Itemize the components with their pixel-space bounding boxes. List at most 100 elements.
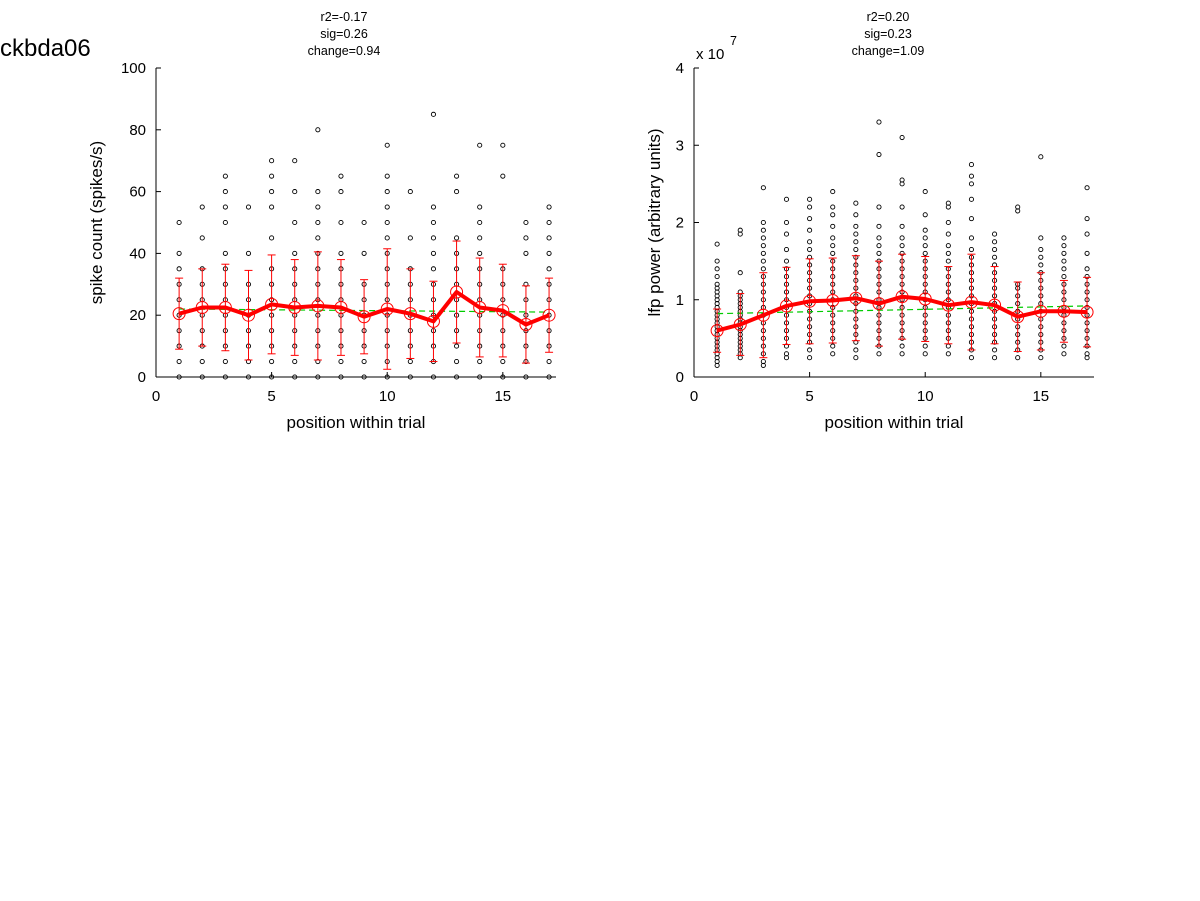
data-point [1015,204,1021,210]
data-point [968,355,975,361]
data-point [338,250,344,256]
data-point [783,246,790,253]
data-point [807,204,813,210]
data-point [783,219,790,226]
data-point [315,219,321,226]
data-point [338,374,344,380]
data-point [430,204,437,210]
data-point [1038,235,1044,241]
data-point [199,374,205,380]
x-tick-label: 15 [1032,388,1049,405]
data-point [876,119,882,125]
data-point [945,250,951,256]
data-point [361,374,367,380]
data-point [992,246,998,253]
y-exponent-superscript: 7 [730,34,737,48]
stat-line: change=1.09 [852,44,925,58]
x-tick-label: 10 [379,388,396,405]
data-point [523,235,529,241]
y-tick-label: 80 [129,122,146,139]
data-point [714,266,720,272]
data-point [945,258,951,264]
data-point [384,219,390,226]
data-point [222,219,228,226]
data-point [269,374,275,380]
data-point [1061,243,1067,249]
data-point [1061,351,1067,357]
data-point [1061,250,1067,256]
mean-marker [872,297,886,311]
chart-panel-spike-count: r2=-0.17 sig=0.26 change=0.94 0 5 10 15 0 20 40 60… [87,10,556,432]
data-point [361,250,367,256]
data-point [737,227,743,233]
mean-marker [988,298,1002,312]
data-point [1084,185,1090,191]
data-point [430,374,437,380]
data-point [477,235,483,241]
data-point [292,358,298,365]
x-tick-label: 0 [690,388,698,405]
mean-marker [334,300,348,314]
data-point [760,227,766,233]
mean-marker [895,290,909,304]
x-tick-label: 5 [267,388,275,405]
stat-line: sig=0.23 [864,27,912,41]
data-point [876,235,882,241]
data-point [523,250,529,256]
data-point [384,189,390,195]
data-point [992,231,998,237]
data-point [384,142,390,148]
data-point [269,189,275,195]
data-point [176,250,182,256]
data-point [269,158,275,164]
data-point [830,189,836,195]
data-point [853,347,859,353]
data-point [430,219,437,226]
y-tick-label: 60 [129,184,146,201]
data-point [384,235,390,241]
y-tick-label: 0 [676,369,684,386]
data-point [176,374,182,380]
data-point [361,358,367,365]
data-point [807,227,813,233]
data-point [714,274,720,280]
data-point [945,243,951,249]
data-point [876,243,882,249]
data-point [1084,250,1090,256]
data-point [968,173,975,179]
data-point [338,189,344,195]
data-point [760,219,766,226]
mean-marker [403,307,417,321]
data-point [945,219,951,226]
data-point [922,212,928,218]
data-point [922,189,928,195]
data-point [807,246,813,253]
data-point [407,235,413,241]
data-point [968,181,975,187]
data-point [477,374,483,380]
data-point [830,204,836,210]
data-point [523,374,529,380]
mean-marker [826,294,840,308]
data-point [1084,351,1090,357]
x-tick-label: 5 [805,388,813,405]
data-point [876,351,882,357]
data-point [783,258,790,264]
data-point [807,355,813,361]
data-point [222,374,228,380]
data-point [222,189,228,195]
data-point [315,374,321,380]
data-point [292,189,298,195]
data-point [899,204,905,210]
data-point [500,142,506,148]
data-point [500,358,506,365]
data-point [1061,343,1067,349]
data-point [992,355,998,361]
data-point [199,235,205,241]
data-point [830,212,836,218]
stat-line: r2=-0.17 [321,10,368,24]
data-point [292,374,298,380]
figure-label: ckbda06 [0,35,91,62]
data-point [546,204,552,210]
data-point [477,204,483,210]
